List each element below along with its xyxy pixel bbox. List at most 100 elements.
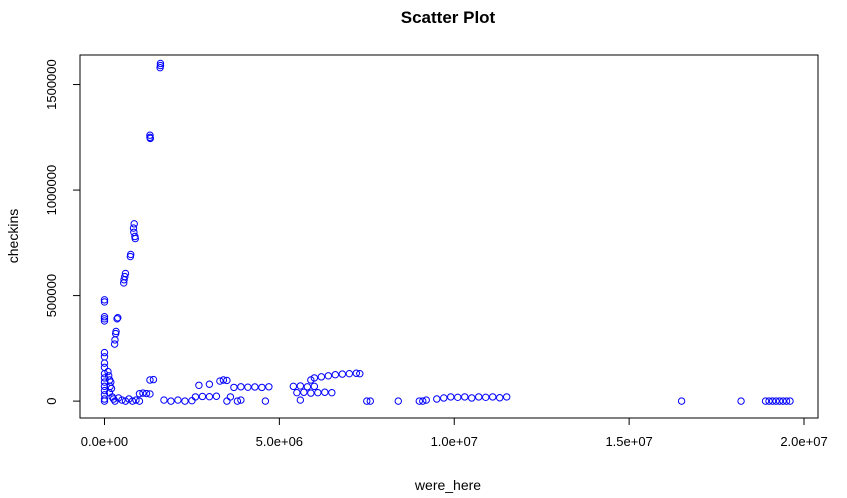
data-point [111,336,119,344]
data-point [135,390,144,398]
data-point [356,369,364,378]
data-point [216,377,224,385]
x-tick-label: 1.0e+07 [431,434,478,449]
data-point [223,376,231,385]
data-point [104,372,113,380]
data-point [110,340,119,348]
data-point [195,381,203,389]
data-point [100,359,109,367]
data-point [100,298,109,306]
data-point [114,314,122,322]
data-point [331,371,340,379]
data-point [129,224,138,232]
data-point [181,397,189,405]
data-point [321,388,329,396]
data-point [314,388,322,397]
data-point [786,397,794,405]
data-point [237,383,245,391]
data-point [100,353,109,361]
data-point [100,296,109,304]
data-point [191,393,200,401]
data-point [328,388,336,397]
x-tick-label: 1.5e+07 [605,434,652,449]
data-point [130,220,138,228]
data-point [146,390,154,398]
data-point [454,393,462,402]
data-point [363,397,371,405]
data-point [440,394,448,402]
data-point [345,369,354,378]
data-point [188,396,196,405]
data-point [142,389,151,398]
data-point [310,382,319,391]
data-point [761,397,770,405]
data-point [100,317,109,325]
data-point [468,394,476,402]
data-point [419,397,427,405]
data-point [433,395,441,403]
data-point [131,234,139,243]
data-point [772,397,780,405]
data-point [251,383,259,391]
data-point [324,372,333,380]
x-axis-label: were_here [414,477,481,493]
data-point [489,393,497,401]
y-tick-label: 1000000 [44,165,59,216]
data-point [289,382,298,391]
data-point [132,396,140,404]
data-point [503,393,511,401]
data-point [167,397,175,405]
data-point [310,374,319,382]
data-point [226,393,235,401]
data-point [219,376,228,384]
data-point [100,312,109,321]
data-point [737,397,745,405]
data-point [782,397,791,405]
data-point [160,396,168,404]
data-point [100,397,109,405]
data-point [447,393,455,401]
x-tick-label: 0.0e+00 [81,434,128,449]
data-point [223,397,231,405]
data-point [296,382,305,390]
data-point [100,348,109,357]
data-point [775,397,784,405]
y-tick-label: 0 [44,397,59,404]
data-point [100,315,109,323]
data-point [768,397,777,405]
data-point [104,367,112,376]
data-point [300,388,308,396]
data-point [293,388,301,397]
data-point [146,131,154,139]
y-axis-label: checkins [5,209,21,263]
data-point [174,396,182,404]
data-point [317,373,326,381]
data-point [244,383,252,391]
data-point [107,384,116,393]
data-point [261,397,270,405]
data-point [100,382,109,391]
data-points [100,59,794,405]
data-point [366,397,375,405]
data-point [149,375,158,384]
data-point [482,393,490,402]
data-point [303,383,312,391]
data-point [779,397,787,405]
data-point [198,392,207,401]
data-point [307,389,315,397]
data-point [496,394,504,402]
data-point [126,252,135,261]
data-point [338,370,347,378]
data-point [100,386,109,395]
data-point [146,134,155,143]
data-point [135,397,144,405]
data-point [394,397,402,405]
data-point [113,315,121,323]
data-point [677,397,686,405]
data-point [233,397,242,405]
data-point [100,363,109,372]
y-tick-label: 1500000 [44,59,59,110]
data-point [120,279,128,287]
data-point [265,383,273,391]
